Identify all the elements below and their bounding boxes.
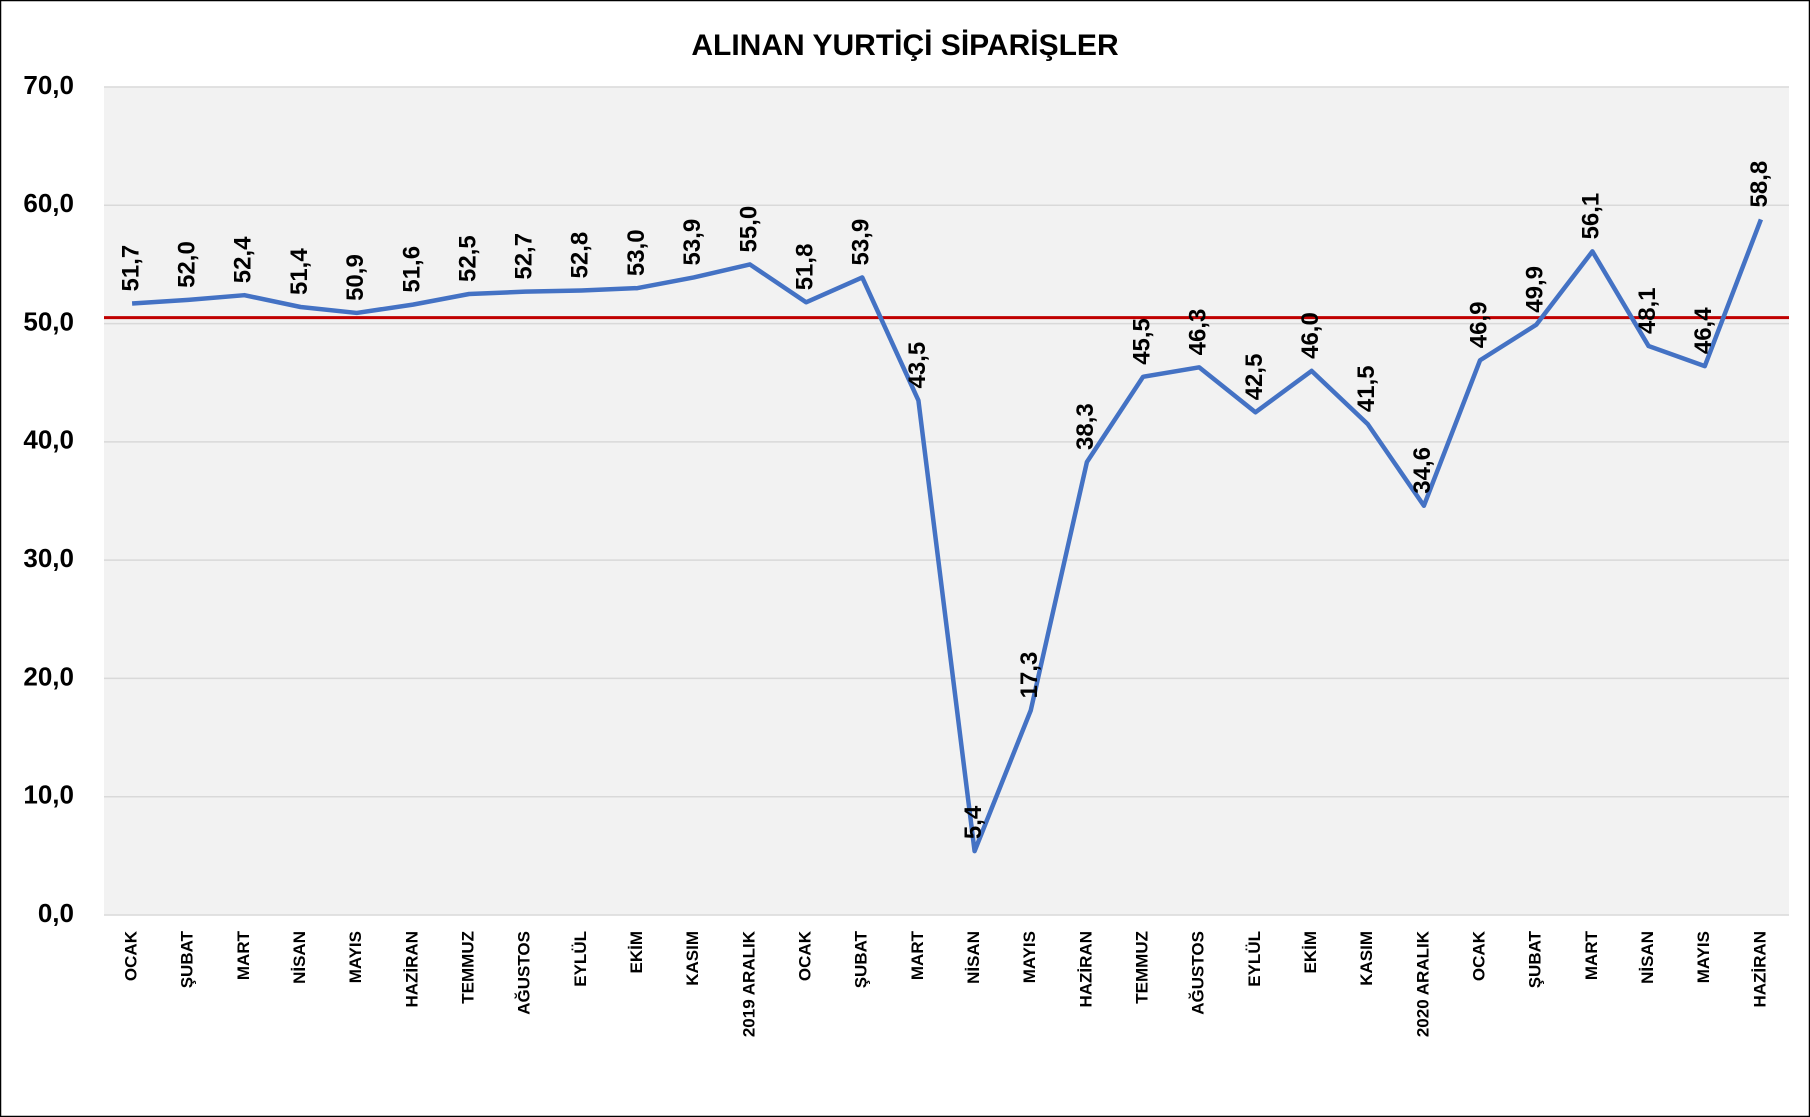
data-label: 58,8 xyxy=(1746,161,1773,208)
data-label: 56,1 xyxy=(1578,193,1605,240)
y-tick-label: 20,0 xyxy=(23,661,74,691)
data-label: 52,4 xyxy=(230,236,257,283)
x-tick-label: NİSAN xyxy=(290,931,309,984)
data-label: 38,3 xyxy=(1072,403,1099,450)
data-label: 45,5 xyxy=(1128,318,1155,365)
x-tick-label: EYLÜL xyxy=(1245,931,1264,987)
x-tick-label: MART xyxy=(234,930,253,980)
data-label: 53,0 xyxy=(623,229,650,276)
x-tick-label: ŞUBAT xyxy=(852,930,871,988)
x-tick-label: MAYIS xyxy=(1694,931,1713,983)
data-label: 52,0 xyxy=(174,241,201,288)
x-tick-label: HAZİRAN xyxy=(402,931,421,1008)
data-label: 46,4 xyxy=(1690,307,1717,354)
x-tick-label: KASIM xyxy=(1357,931,1376,986)
x-tick-label: TEMMUZ xyxy=(459,931,478,1004)
data-label: 51,6 xyxy=(398,246,425,293)
x-tick-label: OCAK xyxy=(122,930,141,981)
data-label: 43,5 xyxy=(904,342,931,389)
y-tick-label: 40,0 xyxy=(23,425,74,455)
x-tick-label: NİSAN xyxy=(1638,931,1657,984)
x-tick-label: HAZİRAN xyxy=(1750,931,1769,1008)
x-tick-label: OCAK xyxy=(1470,930,1489,981)
chart-title: ALINAN YURTİÇİ SİPARİŞLER xyxy=(691,29,1119,62)
x-tick-label: 2019 ARALIK xyxy=(739,930,758,1037)
data-label: 51,7 xyxy=(117,245,144,292)
x-tick-label: AĞUSTOS xyxy=(1189,931,1208,1015)
x-tick-label: 2020 ARALIK xyxy=(1413,930,1432,1037)
x-tick-label: EYLÜL xyxy=(571,931,590,987)
data-label: 46,3 xyxy=(1185,309,1212,356)
data-label: 53,9 xyxy=(679,219,706,266)
x-tick-label: ŞUBAT xyxy=(178,930,197,988)
x-tick-label: EKİM xyxy=(627,931,646,974)
data-label: 53,9 xyxy=(848,219,875,266)
data-line xyxy=(131,218,1764,854)
data-label: 55,0 xyxy=(735,206,762,253)
data-label: 42,5 xyxy=(1241,354,1268,401)
data-label: 52,8 xyxy=(567,232,594,279)
data-label: 52,5 xyxy=(454,235,481,282)
x-tick-label: MART xyxy=(1582,930,1601,980)
data-label: 17,3 xyxy=(1016,652,1043,699)
y-tick-label: 0,0 xyxy=(38,898,74,928)
x-tick-label: AĞUSTOS xyxy=(515,931,534,1015)
y-tick-label: 50,0 xyxy=(23,306,74,336)
x-tick-label: MAYIS xyxy=(1020,931,1039,983)
x-tick-label: TEMMUZ xyxy=(1133,931,1152,1004)
x-tick-label: EKİM xyxy=(1301,931,1320,974)
x-tick-label: HAZİRAN xyxy=(1076,931,1095,1008)
data-label: 51,4 xyxy=(286,248,313,295)
data-label: 5,4 xyxy=(960,805,987,839)
data-label: 51,8 xyxy=(791,244,818,291)
y-tick-label: 70,0 xyxy=(23,70,74,100)
data-label: 49,9 xyxy=(1522,266,1549,313)
data-label: 46,9 xyxy=(1465,302,1492,349)
data-label: 41,5 xyxy=(1353,365,1380,412)
data-label: 52,7 xyxy=(511,233,538,280)
x-tick-label: ŞUBAT xyxy=(1526,930,1545,988)
data-label: 50,9 xyxy=(342,254,369,301)
plot-area xyxy=(104,87,1789,915)
x-tick-label: MAYIS xyxy=(346,931,365,983)
data-label: 46,0 xyxy=(1297,312,1324,359)
y-tick-label: 60,0 xyxy=(23,188,74,218)
y-tick-label: 10,0 xyxy=(23,780,74,810)
data-label: 34,6 xyxy=(1409,447,1436,494)
data-label: 48,1 xyxy=(1634,287,1661,334)
y-tick-label: 30,0 xyxy=(23,543,74,573)
x-tick-label: MART xyxy=(908,930,927,980)
x-tick-label: KASIM xyxy=(683,931,702,986)
x-tick-label: OCAK xyxy=(796,930,815,981)
x-tick-label: NİSAN xyxy=(964,931,983,984)
